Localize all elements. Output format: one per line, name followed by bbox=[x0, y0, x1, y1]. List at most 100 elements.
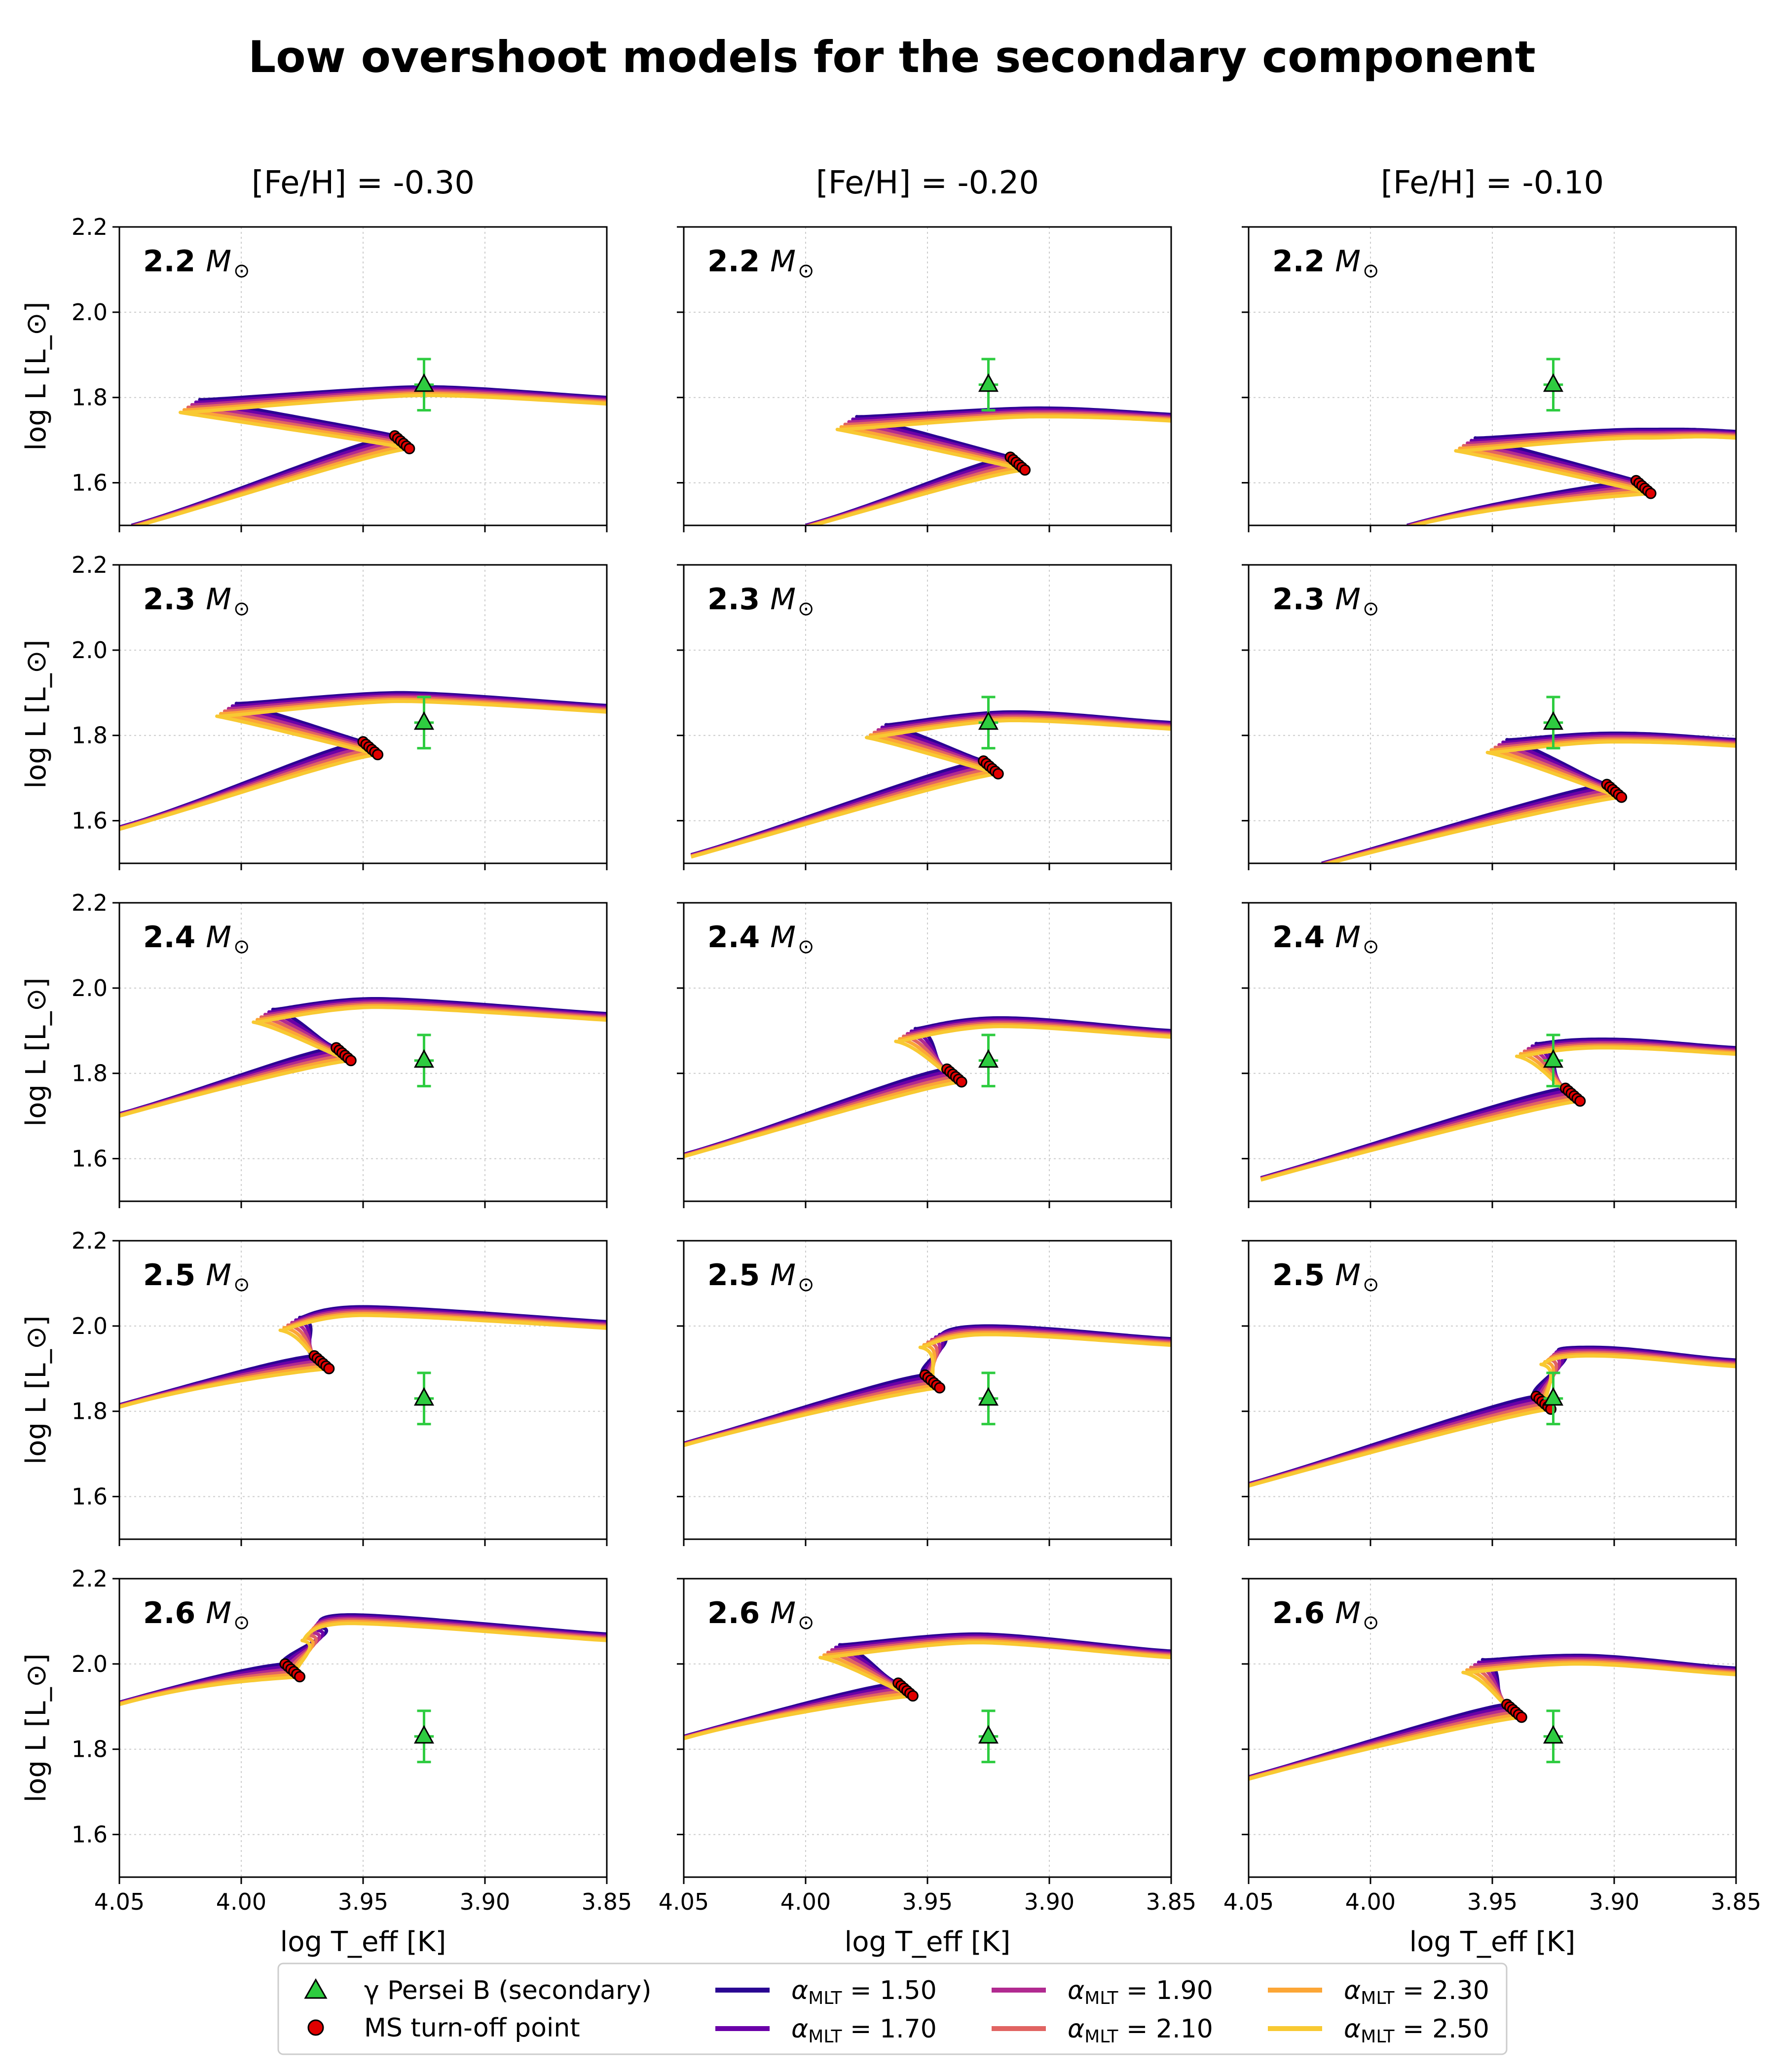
y-tick-label: 1.6 bbox=[72, 1146, 108, 1172]
turnoff-point bbox=[1516, 1711, 1527, 1723]
panel: 2.5 M ⊙ bbox=[1242, 1240, 1737, 1546]
y-tick-label: 2.2 bbox=[72, 552, 108, 578]
panel: 2.3 M ⊙ bbox=[677, 564, 1172, 870]
turnoff-point bbox=[1019, 464, 1031, 476]
x-tick-label: 4.05 bbox=[659, 1888, 709, 1915]
y-tick-label: 1.8 bbox=[72, 1736, 108, 1763]
x-tick-label: 3.85 bbox=[1711, 1888, 1761, 1915]
mass-label: 2.4 M ⊙ bbox=[143, 920, 250, 958]
x-tick-label: 3.95 bbox=[1467, 1888, 1517, 1915]
turnoff-point bbox=[1616, 791, 1628, 803]
panel: 4.05 4.00 3.95 3.90 3.85 2.6 M ⊙ log T_eff [K] bbox=[659, 1578, 1196, 1958]
observed-point bbox=[978, 358, 999, 412]
observed-point bbox=[413, 1371, 435, 1426]
legend-box bbox=[277, 1962, 1508, 2055]
panel: 1.6 1.8 2.0 2.2 2.4 M ⊙ log L [L_⊙] bbox=[20, 889, 608, 1208]
y-tick-label: 2.2 bbox=[72, 1565, 108, 1592]
y-tick-label: 2.0 bbox=[72, 299, 108, 326]
turnoff-point bbox=[404, 443, 415, 454]
panel: 2.2 M ⊙ bbox=[1242, 226, 1737, 532]
y-axis-label: log L [L_⊙] bbox=[20, 640, 52, 789]
track-alpha-2.50 bbox=[1408, 435, 1736, 525]
mass-label: 2.3 M ⊙ bbox=[1272, 582, 1379, 620]
observed-point bbox=[978, 696, 999, 750]
observed-point bbox=[413, 696, 435, 750]
legend-label-alpha: αMLT = 1.90 bbox=[1068, 1976, 1213, 2008]
mass-label: 2.4 M ⊙ bbox=[1272, 920, 1379, 958]
y-tick-label: 1.8 bbox=[72, 1060, 108, 1087]
track-alpha-2.50 bbox=[119, 1622, 607, 1706]
x-axis-label: log T_eff [K] bbox=[1409, 1926, 1576, 1958]
legend-label-alpha: αMLT = 2.30 bbox=[1344, 1976, 1489, 2008]
x-tick-label: 4.05 bbox=[94, 1888, 145, 1915]
y-tick-label: 1.8 bbox=[72, 722, 108, 749]
track-alpha-2.50 bbox=[119, 1005, 607, 1118]
x-tick-label: 3.85 bbox=[582, 1888, 632, 1915]
y-axis-label: log L [L_⊙] bbox=[20, 1654, 52, 1803]
turnoff-point bbox=[956, 1076, 967, 1088]
legend-marker-turnoff bbox=[307, 2019, 324, 2036]
turnoff-point bbox=[1574, 1095, 1586, 1107]
x-axis-label: log T_eff [K] bbox=[845, 1926, 1011, 1958]
observed-point bbox=[1543, 1034, 1564, 1088]
mass-label: 2.6 M ⊙ bbox=[707, 1596, 814, 1634]
observed-point bbox=[413, 1709, 435, 1764]
y-tick-label: 1.6 bbox=[72, 1821, 108, 1848]
y-axis-label: log L [L_⊙] bbox=[20, 302, 52, 451]
x-tick-label: 4.00 bbox=[780, 1888, 831, 1915]
panel: 4.05 4.00 3.95 3.90 3.85 1.6 1.8 2.0 2.2 2.6 M ⊙ lo… bbox=[20, 1565, 632, 1958]
y-tick-label: 2.2 bbox=[72, 214, 108, 240]
turnoff-point bbox=[345, 1055, 357, 1067]
column-title: [Fe/H] = -0.10 bbox=[1381, 165, 1604, 201]
track-alpha-2.50 bbox=[1323, 740, 1736, 863]
turnoff-point bbox=[294, 1671, 306, 1683]
chart-title: Low overshoot models for the secondary c… bbox=[248, 32, 1536, 82]
mass-label: 2.6 M ⊙ bbox=[143, 1596, 250, 1634]
observed-point bbox=[1543, 1371, 1564, 1426]
legend-marker-observed bbox=[304, 1978, 328, 1999]
x-tick-label: 4.00 bbox=[216, 1888, 266, 1915]
observed-point bbox=[413, 1034, 435, 1088]
column-title: [Fe/H] = -0.30 bbox=[252, 165, 475, 201]
observed-point bbox=[1543, 358, 1564, 412]
y-tick-label: 2.0 bbox=[72, 1651, 108, 1677]
panel: 1.6 1.8 2.0 2.2 2.2 M ⊙ log L [L_⊙] bbox=[20, 214, 608, 532]
track-alpha-2.50 bbox=[690, 719, 1171, 859]
y-tick-label: 1.8 bbox=[72, 384, 108, 411]
column-title: [Fe/H] = -0.20 bbox=[816, 165, 1039, 201]
track-alpha-2.50 bbox=[684, 1332, 1171, 1447]
observed-point bbox=[413, 358, 435, 412]
panel: 1.6 1.8 2.0 2.2 2.3 M ⊙ log L [L_⊙] bbox=[20, 552, 608, 870]
x-tick-label: 3.85 bbox=[1146, 1888, 1196, 1915]
track-alpha-2.50 bbox=[684, 1025, 1171, 1158]
panel: 4.05 4.00 3.95 3.90 3.85 2.6 M ⊙ log T_eff [K] bbox=[1223, 1578, 1761, 1958]
panel: 2.2 M ⊙ bbox=[677, 226, 1172, 532]
x-tick-label: 3.95 bbox=[338, 1888, 388, 1915]
mass-label: 2.5 M ⊙ bbox=[143, 1258, 250, 1296]
mass-label: 2.5 M ⊙ bbox=[1272, 1258, 1379, 1296]
track-alpha-2.50 bbox=[807, 415, 1171, 525]
mass-label: 2.2 M ⊙ bbox=[143, 244, 250, 282]
y-tick-label: 1.6 bbox=[72, 470, 108, 496]
x-tick-label: 3.90 bbox=[1589, 1888, 1639, 1915]
y-tick-label: 2.0 bbox=[72, 637, 108, 664]
mass-label: 2.2 M ⊙ bbox=[707, 244, 814, 282]
legend-label-observed: γ Persei B (secondary) bbox=[364, 1976, 652, 2005]
mass-label: 2.2 M ⊙ bbox=[1272, 244, 1379, 282]
y-tick-label: 2.0 bbox=[72, 1313, 108, 1339]
y-tick-label: 2.0 bbox=[72, 975, 108, 1001]
observed-point bbox=[1543, 1709, 1564, 1764]
legend: γ Persei B (secondary) MS turn-off point α… bbox=[277, 1962, 1508, 2055]
track-alpha-2.50 bbox=[119, 700, 607, 831]
turnoff-point bbox=[907, 1690, 919, 1702]
mass-label: 2.6 M ⊙ bbox=[1272, 1596, 1379, 1634]
observed-point bbox=[1543, 696, 1564, 750]
y-tick-label: 2.2 bbox=[72, 889, 108, 916]
y-tick-label: 1.6 bbox=[72, 1483, 108, 1510]
track-alpha-2.50 bbox=[684, 1641, 1171, 1740]
observed-point bbox=[978, 1034, 999, 1088]
mass-label: 2.3 M ⊙ bbox=[143, 582, 250, 620]
x-tick-label: 3.95 bbox=[902, 1888, 953, 1915]
track-alpha-2.50 bbox=[119, 1313, 607, 1409]
